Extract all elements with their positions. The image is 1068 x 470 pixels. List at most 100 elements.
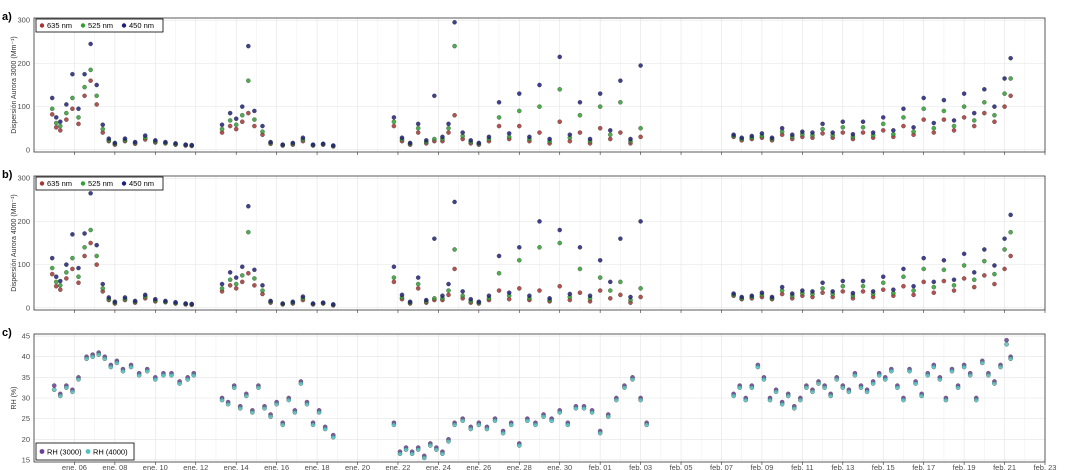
data-point (557, 283, 562, 289)
data-point (49, 255, 55, 261)
data-point (876, 373, 882, 378)
legend-marker (85, 449, 91, 454)
data-point (913, 381, 918, 386)
data-point (94, 242, 99, 248)
data-point (219, 122, 225, 128)
data-point (992, 104, 997, 109)
data-point (605, 414, 611, 419)
data-point (895, 385, 900, 390)
data-point (769, 294, 775, 300)
data-point (310, 301, 316, 306)
data-point (880, 287, 886, 292)
data-point (557, 119, 562, 124)
data-point (415, 286, 421, 291)
data-point (233, 122, 239, 128)
plot-frame (33, 17, 1046, 153)
data-point (316, 410, 322, 415)
data-point (804, 385, 809, 390)
data-point (183, 142, 188, 147)
data-point (982, 110, 987, 116)
panel-a: 0 100 200 300 Dispersión Aurora 3000 (Mm⁻¹) a… (2, 11, 1046, 155)
data-point (177, 381, 182, 386)
data-point (476, 422, 482, 428)
data-point (84, 356, 89, 362)
x-tick-label: feb. 17 (912, 463, 935, 470)
data-point (320, 300, 326, 305)
x-tick-label: feb. 21 (993, 463, 1016, 470)
data-point (64, 102, 69, 107)
data-point (460, 293, 465, 298)
data-point (541, 414, 546, 419)
legend-label: 525 nm (88, 21, 113, 30)
data-point (860, 283, 866, 289)
data-point (840, 278, 846, 284)
data-point (961, 104, 967, 109)
data-point (415, 125, 421, 131)
data-point (840, 125, 846, 130)
data-point (864, 389, 870, 395)
data-point (1002, 104, 1007, 109)
data-point (618, 236, 623, 241)
y-tick-label: 200 (17, 59, 30, 68)
data-point (992, 281, 997, 287)
x-tick-label: ene. 28 (507, 463, 532, 470)
data-point (94, 262, 99, 267)
data-point (128, 364, 134, 370)
data-point (901, 123, 906, 129)
data-point (415, 281, 421, 287)
data-point (810, 289, 815, 294)
data-point (300, 294, 306, 299)
data-point (901, 106, 906, 112)
data-point (290, 299, 296, 305)
y-tick-label: 45 (22, 332, 30, 341)
data-point (1008, 55, 1013, 61)
plot-frame (33, 175, 1046, 311)
data-point (971, 277, 977, 282)
data-point (189, 142, 194, 148)
data-point (597, 258, 603, 263)
data-point (486, 134, 492, 140)
data-point (537, 219, 542, 224)
data-point (185, 377, 190, 382)
data-point (820, 280, 825, 286)
data-point (446, 121, 451, 127)
data-point (421, 455, 427, 461)
data-point (260, 129, 265, 134)
data-point (749, 293, 755, 298)
data-point (122, 295, 128, 300)
data-point (292, 410, 298, 415)
data-point (870, 289, 876, 294)
data-point (608, 296, 613, 301)
data-point (53, 274, 59, 279)
data-point (755, 364, 761, 370)
data-point (240, 264, 245, 270)
legend-box (35, 18, 164, 33)
data-point (53, 125, 59, 130)
data-point (100, 122, 105, 128)
data-point (618, 78, 623, 83)
data-point (901, 397, 906, 403)
data-point (549, 418, 554, 423)
data-point (407, 140, 413, 146)
data-point (331, 302, 336, 307)
data-point (496, 100, 502, 105)
x-tick-label: ene. 20 (345, 463, 370, 470)
x-tick-label: feb. 13 (831, 463, 854, 470)
data-point (298, 381, 304, 386)
data-point (94, 82, 99, 88)
y-tick-label: 100 (17, 102, 30, 111)
data-point (941, 97, 947, 103)
data-point (577, 100, 583, 105)
data-point (767, 397, 773, 403)
data-point (597, 275, 603, 280)
data-point (492, 418, 498, 423)
data-point (931, 279, 937, 285)
data-point (822, 385, 827, 390)
data-point (468, 138, 474, 143)
data-point (840, 119, 846, 124)
data-point (446, 125, 451, 131)
data-point (262, 406, 267, 411)
data-point (58, 119, 63, 124)
data-point (951, 288, 957, 293)
data-point (638, 294, 643, 300)
